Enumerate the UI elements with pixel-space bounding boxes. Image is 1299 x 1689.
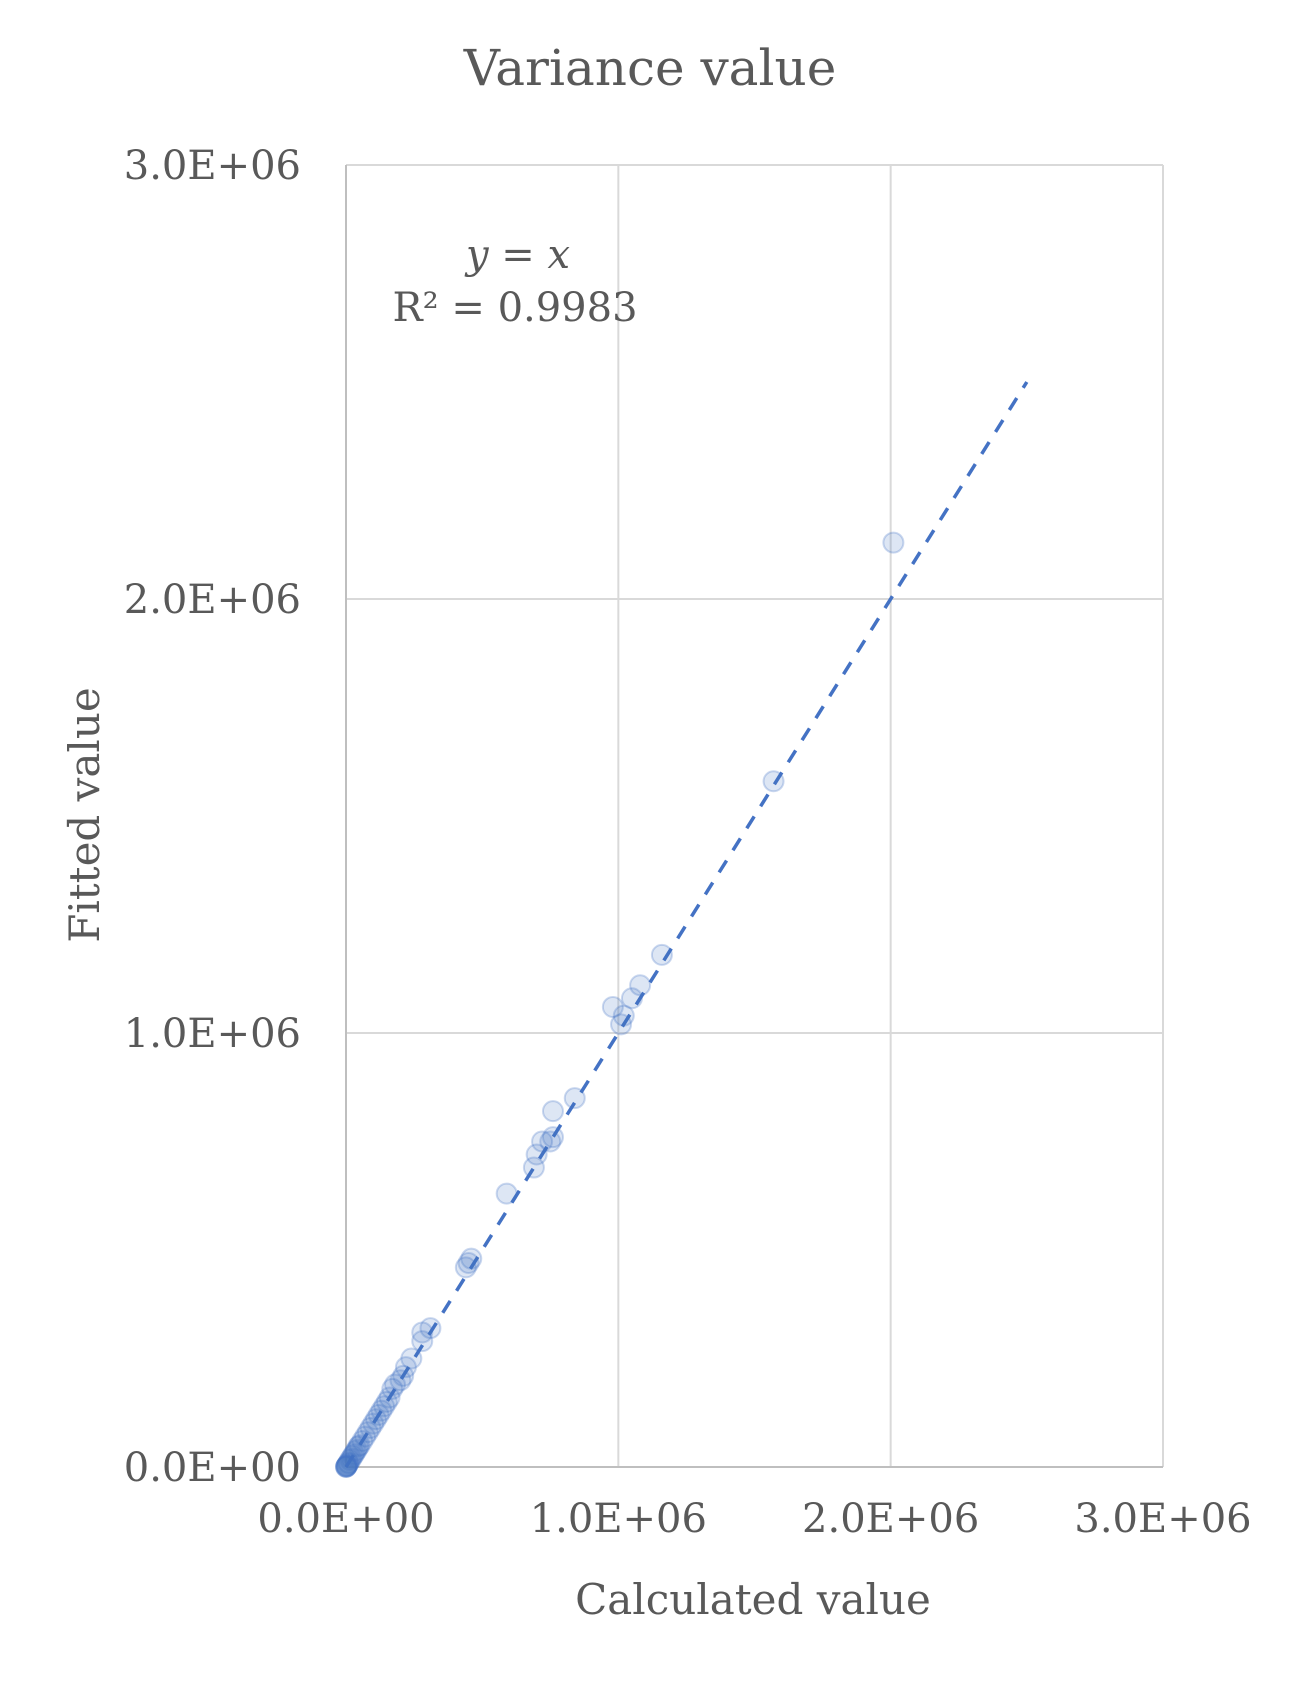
data-point [495, 1182, 518, 1205]
x-tick-label: 3.0E+06 [1074, 1496, 1251, 1542]
data-point [620, 987, 643, 1010]
data-point [381, 1377, 404, 1400]
data-point [762, 770, 785, 793]
data-point [384, 1373, 407, 1396]
x-tick-label: 1.0E+06 [530, 1496, 707, 1542]
data-point [522, 1156, 545, 1179]
y-tick-label: 2.0E+06 [124, 577, 301, 623]
data-point [650, 943, 673, 966]
data-point [364, 1408, 387, 1431]
data-point [882, 531, 905, 554]
data-point [344, 1440, 367, 1463]
data-points [335, 531, 905, 1478]
data-point [348, 1434, 371, 1457]
chart-title: Variance value [463, 39, 837, 97]
data-point [356, 1421, 379, 1444]
data-point [411, 1330, 434, 1353]
data-point [525, 1143, 548, 1166]
data-point [341, 1444, 364, 1467]
data-point [389, 1369, 412, 1392]
data-point [419, 1317, 442, 1340]
data-point [392, 1364, 415, 1387]
data-point [335, 1454, 358, 1477]
data-point [362, 1412, 385, 1435]
data-point [335, 1455, 358, 1478]
data-point [601, 995, 624, 1018]
data-point [400, 1347, 423, 1370]
data-point [354, 1425, 377, 1448]
data-point [612, 1004, 635, 1027]
data-point [335, 1455, 358, 1478]
data-point [378, 1386, 401, 1409]
tick-labels: 0.0E+00 1.0E+06 2.0E+06 3.0E+06 0.0E+00 1.0E+… [124, 143, 1252, 1542]
data-point [337, 1452, 360, 1475]
data-point [375, 1390, 398, 1413]
data-point [343, 1442, 366, 1465]
y-tick-label: 1.0E+06 [124, 1011, 301, 1057]
data-point [460, 1247, 483, 1270]
data-point [345, 1438, 368, 1461]
trendline-layer [344, 381, 1029, 1468]
data-point [336, 1453, 359, 1476]
x-tick-label: 2.0E+06 [802, 1496, 979, 1542]
data-point [411, 1321, 434, 1344]
data-point [339, 1449, 362, 1472]
data-point [563, 1087, 586, 1110]
data-point [335, 1456, 357, 1478]
data-point [359, 1416, 382, 1439]
x-axis-label: Calculated value [575, 1575, 931, 1624]
y-axis-label: Fitted value [60, 687, 109, 943]
data-point [457, 1252, 480, 1275]
r-squared-label: R² = 0.9983 [392, 285, 637, 331]
data-point [394, 1356, 417, 1379]
data-point [335, 1455, 358, 1478]
trendline [344, 381, 1029, 1468]
x-tick-label: 0.0E+00 [257, 1496, 434, 1542]
data-point [351, 1429, 374, 1452]
data-point [370, 1399, 393, 1422]
data-point [541, 1126, 564, 1149]
data-point [337, 1451, 360, 1474]
trendline-equation: y = x [464, 232, 570, 278]
axes [345, 165, 1163, 1468]
data-point [454, 1256, 477, 1279]
data-point [629, 974, 652, 997]
data-point [347, 1435, 370, 1458]
data-point [373, 1395, 396, 1418]
data-point [531, 1130, 554, 1153]
data-point [539, 1130, 562, 1153]
data-point [367, 1403, 390, 1426]
y-tick-label: 0.0E+00 [124, 1445, 301, 1491]
y-tick-label: 3.0E+06 [124, 143, 301, 189]
grid [346, 164, 1164, 1467]
data-point [610, 1013, 633, 1036]
data-point [340, 1447, 363, 1470]
data-point [541, 1100, 564, 1123]
